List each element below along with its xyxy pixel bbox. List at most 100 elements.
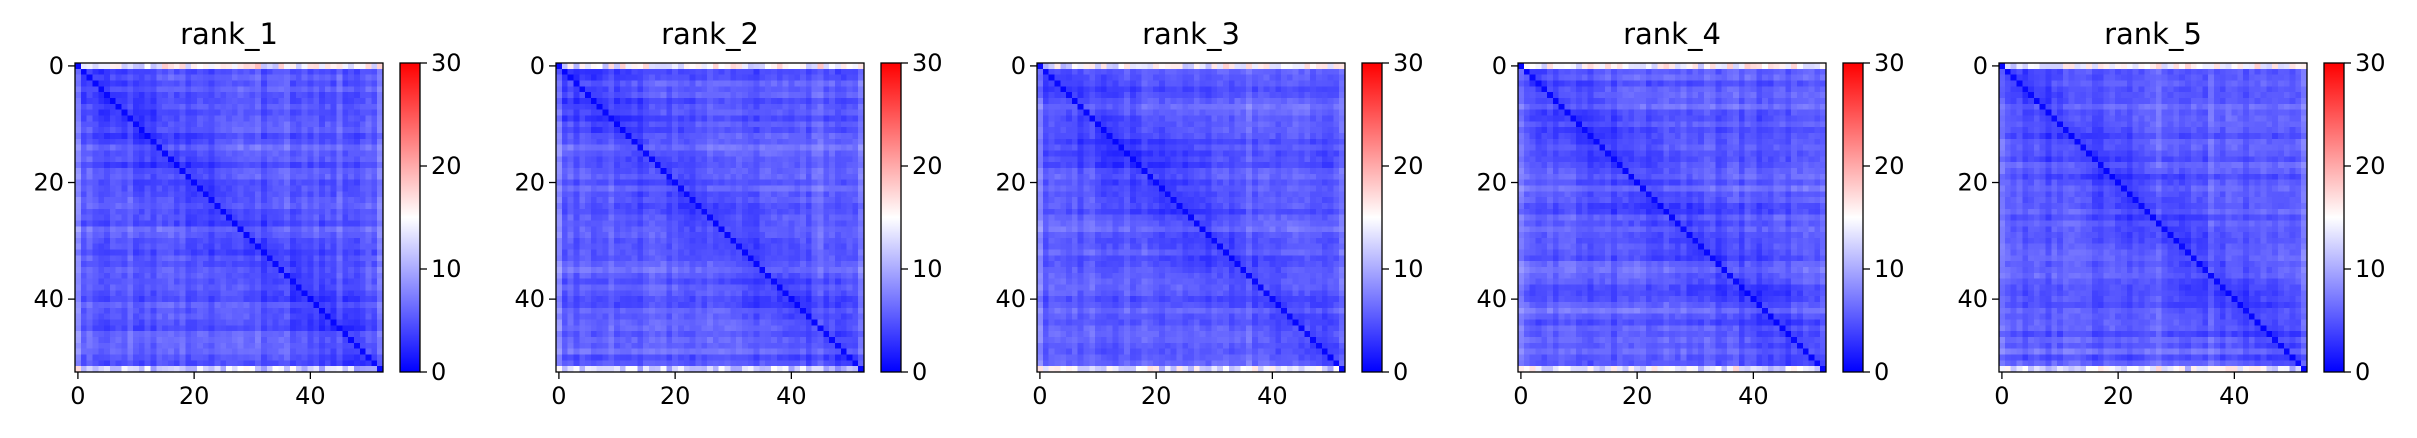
heatmap-cell (98, 179, 105, 186)
heatmap-cell (590, 80, 598, 87)
heatmap-cell (348, 284, 355, 291)
heatmap-cell (602, 208, 609, 215)
panel-title: rank_1 (180, 17, 278, 51)
heatmap-cell (336, 197, 343, 204)
heatmap-cell (695, 249, 702, 256)
heatmap-cell (202, 127, 210, 134)
heatmap-cell (359, 173, 366, 180)
heatmap-cell (214, 132, 221, 140)
heatmap-cell (295, 74, 302, 81)
heatmap-cell (724, 214, 731, 221)
heatmap-cell (747, 185, 754, 192)
heatmap-cell (348, 197, 355, 204)
heatmap-cell (353, 109, 361, 116)
heatmap-cell (579, 132, 586, 140)
heatmap-cell (823, 249, 830, 256)
heatmap-cell (121, 97, 128, 105)
heatmap-cell (290, 121, 297, 128)
heatmap-cell (162, 185, 169, 192)
heatmap-cell (573, 278, 580, 285)
heatmap-cell (689, 121, 696, 128)
heatmap-cell (255, 366, 262, 373)
heatmap-cell (80, 97, 87, 105)
heatmap-cell (220, 179, 227, 186)
heatmap-cell (747, 237, 754, 245)
heatmap-cell (823, 290, 830, 297)
heatmap-cell (284, 127, 291, 134)
heatmap-cell (214, 202, 221, 210)
heatmap-cell (319, 185, 326, 192)
heatmap-cell (156, 232, 163, 239)
heatmap-cell (226, 307, 233, 315)
heatmap-cell (220, 261, 227, 268)
heatmap-cell (109, 354, 117, 361)
heatmap-cell (185, 302, 192, 309)
heatmap-cell (689, 232, 696, 239)
heatmap-cell (579, 255, 586, 262)
heatmap-cell (619, 173, 627, 180)
heatmap-cell (771, 197, 778, 204)
heatmap-cell (730, 255, 737, 262)
heatmap-cell (127, 325, 134, 332)
heatmap-cell (214, 272, 221, 280)
heatmap-cell (342, 261, 349, 268)
heatmap-cell (185, 272, 192, 280)
heatmap-cell (643, 156, 650, 163)
heatmap-cell (608, 296, 615, 303)
heatmap-cell (678, 144, 685, 151)
heatmap-cell (625, 232, 632, 239)
heatmap-cell (753, 226, 760, 233)
heatmap-cell (834, 132, 842, 140)
heatmap-cell (226, 202, 233, 210)
heatmap-cell (307, 237, 314, 245)
heatmap-cell (167, 261, 175, 268)
heatmap-cell (683, 127, 691, 134)
heatmap-cell (643, 272, 650, 280)
heatmap-cell (852, 167, 859, 175)
heatmap-cell (365, 144, 372, 151)
heatmap-cell (220, 232, 227, 239)
heatmap-cell (736, 103, 743, 110)
heatmap-cell (353, 232, 361, 239)
heatmap-cell (573, 162, 580, 169)
heatmap-cell (759, 214, 766, 221)
heatmap-cell (179, 267, 186, 274)
heatmap-cell (840, 74, 847, 81)
heatmap-cell (590, 197, 598, 204)
heatmap-cell (92, 261, 99, 268)
heatmap-cell (365, 86, 372, 93)
heatmap-cell (330, 302, 337, 309)
heatmap-cell (353, 296, 361, 303)
heatmap-cell (167, 80, 175, 87)
heatmap-cell (104, 325, 111, 332)
heatmap-cell (284, 86, 291, 93)
heatmap-cell (284, 197, 291, 204)
heatmap-cell (191, 74, 198, 81)
heatmap-cell (191, 103, 198, 110)
heatmap-cell (771, 202, 778, 210)
heatmap-cell (109, 103, 117, 110)
heatmap-cell (695, 220, 702, 227)
heatmap-cell (359, 179, 366, 186)
heatmap-cell (173, 313, 180, 320)
heatmap-cell (249, 331, 256, 338)
heatmap-cell (377, 290, 384, 297)
heatmap-cell (648, 167, 656, 175)
heatmap-cell (852, 127, 859, 134)
heatmap-cell (336, 220, 343, 227)
heatmap-cell (115, 179, 122, 186)
heatmap-cell (104, 92, 111, 99)
heatmap-cell (771, 214, 778, 221)
heatmap-cell (712, 243, 720, 250)
heatmap-cell (255, 208, 262, 215)
heatmap-cell (701, 127, 708, 134)
heatmap-cell (307, 197, 314, 204)
heatmap-cell (724, 150, 731, 157)
heatmap-cell (260, 278, 268, 285)
heatmap-cell (712, 103, 720, 110)
heatmap-cell (747, 132, 754, 140)
heatmap-cell (573, 150, 580, 157)
heatmap-cell (707, 226, 714, 233)
heatmap-cell (179, 197, 186, 204)
heatmap-cell (319, 348, 326, 355)
